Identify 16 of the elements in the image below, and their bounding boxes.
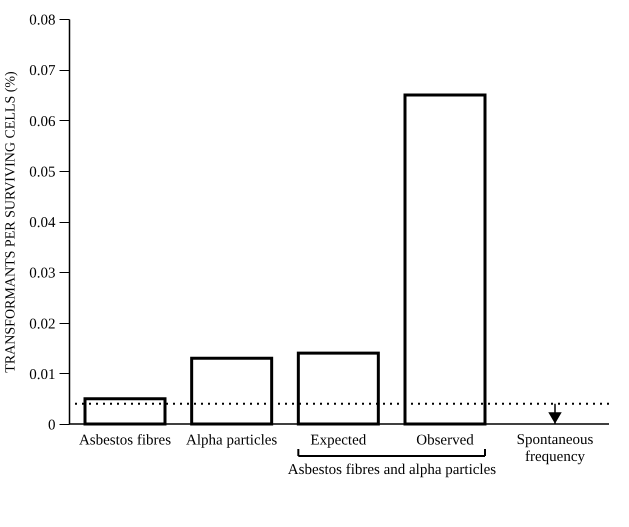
x-tick-label: Alpha particles (186, 432, 278, 448)
x-tick-label: Observed (416, 432, 474, 448)
y-tick-label: 0.01 (29, 366, 56, 383)
text: Asbestos fibres and alpha particles (288, 462, 496, 478)
y-tick-label: 0.06 (29, 114, 56, 130)
y-tick-label: 0.02 (29, 316, 56, 332)
legend-label: Spontaneous frequency (516, 432, 594, 465)
y-tick-label: 0.08 (29, 12, 56, 28)
x-tick-label: Expected (310, 432, 367, 448)
y-tick-label: 0.05 (29, 164, 56, 180)
y-axis-title: TRANSFORMANTS PER SURVIVING CELLS (%) (3, 70, 18, 373)
y-tick-label: 0 (48, 418, 56, 434)
x-tick-label: Asbestos fibres (78, 432, 172, 448)
y-tick-label: 0.04 (29, 215, 56, 231)
y-tick-label: 0.03 (29, 266, 56, 282)
y-tick-label: 0.07 (29, 63, 56, 80)
